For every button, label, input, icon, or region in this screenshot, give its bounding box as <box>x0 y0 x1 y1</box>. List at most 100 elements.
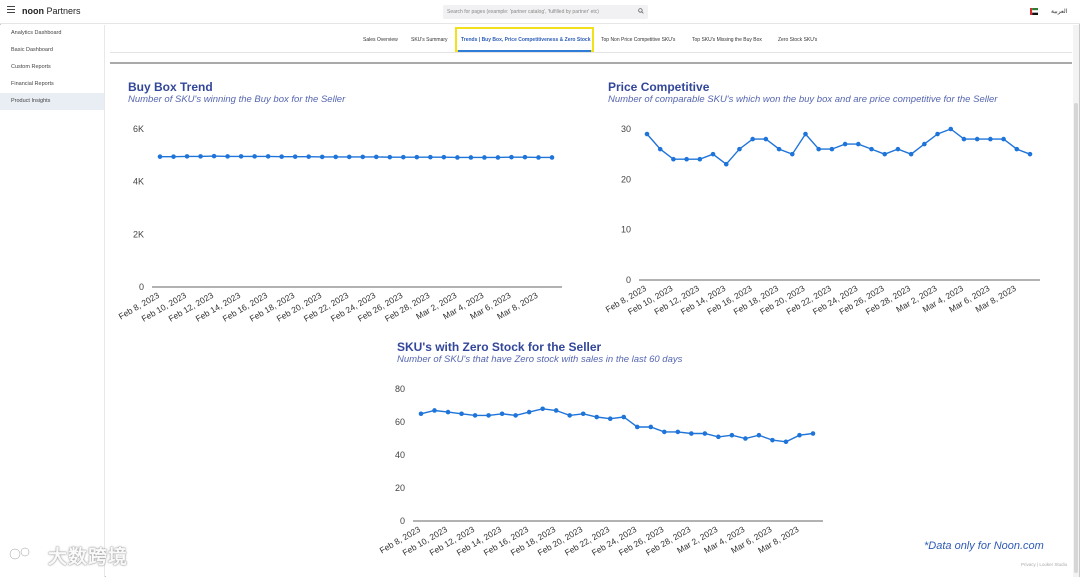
data-point <box>594 414 600 420</box>
data-point <box>373 154 379 160</box>
data-point <box>445 409 451 415</box>
section-divider <box>110 62 1072 64</box>
data-point <box>1027 151 1033 157</box>
brand-logo[interactable]: noon Partners <box>22 6 81 16</box>
data-point <box>961 136 967 142</box>
data-point <box>580 411 586 417</box>
data-point <box>671 156 676 162</box>
chart-title-buy-box: Buy Box Trend <box>128 80 213 94</box>
data-point <box>292 154 298 159</box>
y-tick-label: 20 <box>395 483 405 493</box>
sidebar-item-analytics-dashboard[interactable]: Analytics Dashboard <box>11 30 62 36</box>
data-point <box>171 154 176 159</box>
tab-top-non-price-competitive[interactable]: Top Non Price Competitive SKU's <box>601 37 676 43</box>
data-point <box>1001 136 1006 142</box>
y-tick-label: 80 <box>395 384 405 394</box>
data-point <box>526 409 532 415</box>
data-point <box>252 154 257 159</box>
data-point <box>455 155 460 160</box>
data-point <box>418 411 424 417</box>
data-point <box>882 151 888 157</box>
data-point <box>607 416 613 421</box>
tab-sales-overview[interactable]: Sales Overview <box>363 37 398 43</box>
data-point <box>499 411 505 417</box>
data-point <box>486 413 491 418</box>
data-point <box>675 429 681 435</box>
data-point <box>495 155 501 160</box>
chart-title-zero-stock: SKU's with Zero Stock for the Seller <box>397 340 602 354</box>
tab-top-skus-missing-buy-box[interactable]: Top SKU's Missing the Buy Box <box>692 37 762 43</box>
search-icon[interactable] <box>638 8 644 14</box>
data-point <box>441 154 447 160</box>
data-point <box>789 151 795 157</box>
data-point <box>684 156 689 162</box>
chart-subtitle-zero-stock: Number of SKU's that have Zero stock wit… <box>397 354 683 365</box>
search-placeholder: Search for pages (example: 'partner cata… <box>447 9 599 15</box>
footer-links[interactable]: Privacy | Looker Studio <box>1021 562 1068 567</box>
data-source-note: *Data only for Noon.com <box>924 540 1044 552</box>
active-tab-highlight <box>455 27 594 52</box>
data-point <box>387 154 393 160</box>
data-point <box>414 154 420 160</box>
chart-title-price-competitive: Price Competitive <box>608 80 710 94</box>
chart-subtitle-buy-box: Number of SKU's winning the Buy box for … <box>128 94 346 105</box>
data-point <box>810 431 816 436</box>
data-point <box>238 154 244 159</box>
search-input[interactable]: Search for pages (example: 'partner cata… <box>443 5 648 19</box>
data-point <box>723 161 729 167</box>
top-bar: noon Partners Search for pages (example:… <box>0 0 1080 24</box>
data-point <box>621 414 627 420</box>
tab-trends[interactable]: Trends | Buy Box, Price Competitiveness … <box>461 37 591 43</box>
data-point <box>948 126 954 132</box>
data-point <box>797 432 802 438</box>
y-tick-label: 40 <box>395 450 405 460</box>
data-point <box>842 141 848 147</box>
data-point <box>346 154 352 160</box>
data-point <box>522 154 528 160</box>
language-switch[interactable]: العربية <box>1051 9 1068 15</box>
data-point <box>567 413 572 418</box>
data-point <box>974 136 980 142</box>
data-point <box>689 431 694 436</box>
tab-skus-summary[interactable]: SKU's Summary <box>411 37 448 43</box>
data-point <box>922 141 927 147</box>
sidebar-item-basic-dashboard[interactable]: Basic Dashboard <box>11 47 53 53</box>
sidebar-item-financial-reports[interactable]: Financial Reports <box>11 81 54 87</box>
data-point <box>459 411 464 417</box>
y-tick-label: 30 <box>621 124 631 134</box>
data-point <box>432 408 437 413</box>
data-point <box>856 141 861 147</box>
data-point <box>763 136 769 142</box>
data-point <box>634 424 640 430</box>
data-point <box>729 432 735 438</box>
sidebar-item-custom-reports[interactable]: Custom Reports <box>11 64 51 70</box>
data-point <box>657 146 663 152</box>
data-point <box>401 154 406 160</box>
watermark-logo-icon <box>9 547 30 560</box>
data-point <box>513 413 518 418</box>
data-point <box>743 436 748 441</box>
data-point <box>428 154 433 160</box>
sidebar: Analytics Dashboard Basic Dashboard Cust… <box>0 25 105 577</box>
data-point <box>697 156 703 162</box>
data-point <box>540 406 545 412</box>
y-tick-label: 0 <box>400 516 405 526</box>
data-point <box>472 413 478 418</box>
data-point <box>306 154 311 159</box>
data-point <box>895 146 901 152</box>
tab-zero-stock-skus[interactable]: Zero Stock SKU's <box>778 37 818 43</box>
scrollbar-thumb[interactable] <box>1074 103 1078 573</box>
vertical-scrollbar[interactable] <box>1073 25 1079 577</box>
sidebar-item-product-insights[interactable]: Product Insights <box>0 93 104 110</box>
data-point <box>157 154 163 159</box>
data-point <box>869 146 874 152</box>
data-point <box>770 437 775 443</box>
hamburger-menu-icon[interactable] <box>7 6 15 16</box>
data-point <box>776 146 782 152</box>
y-tick-label: 20 <box>621 174 631 184</box>
uae-flag-icon[interactable] <box>1030 8 1038 15</box>
data-point <box>737 146 742 152</box>
